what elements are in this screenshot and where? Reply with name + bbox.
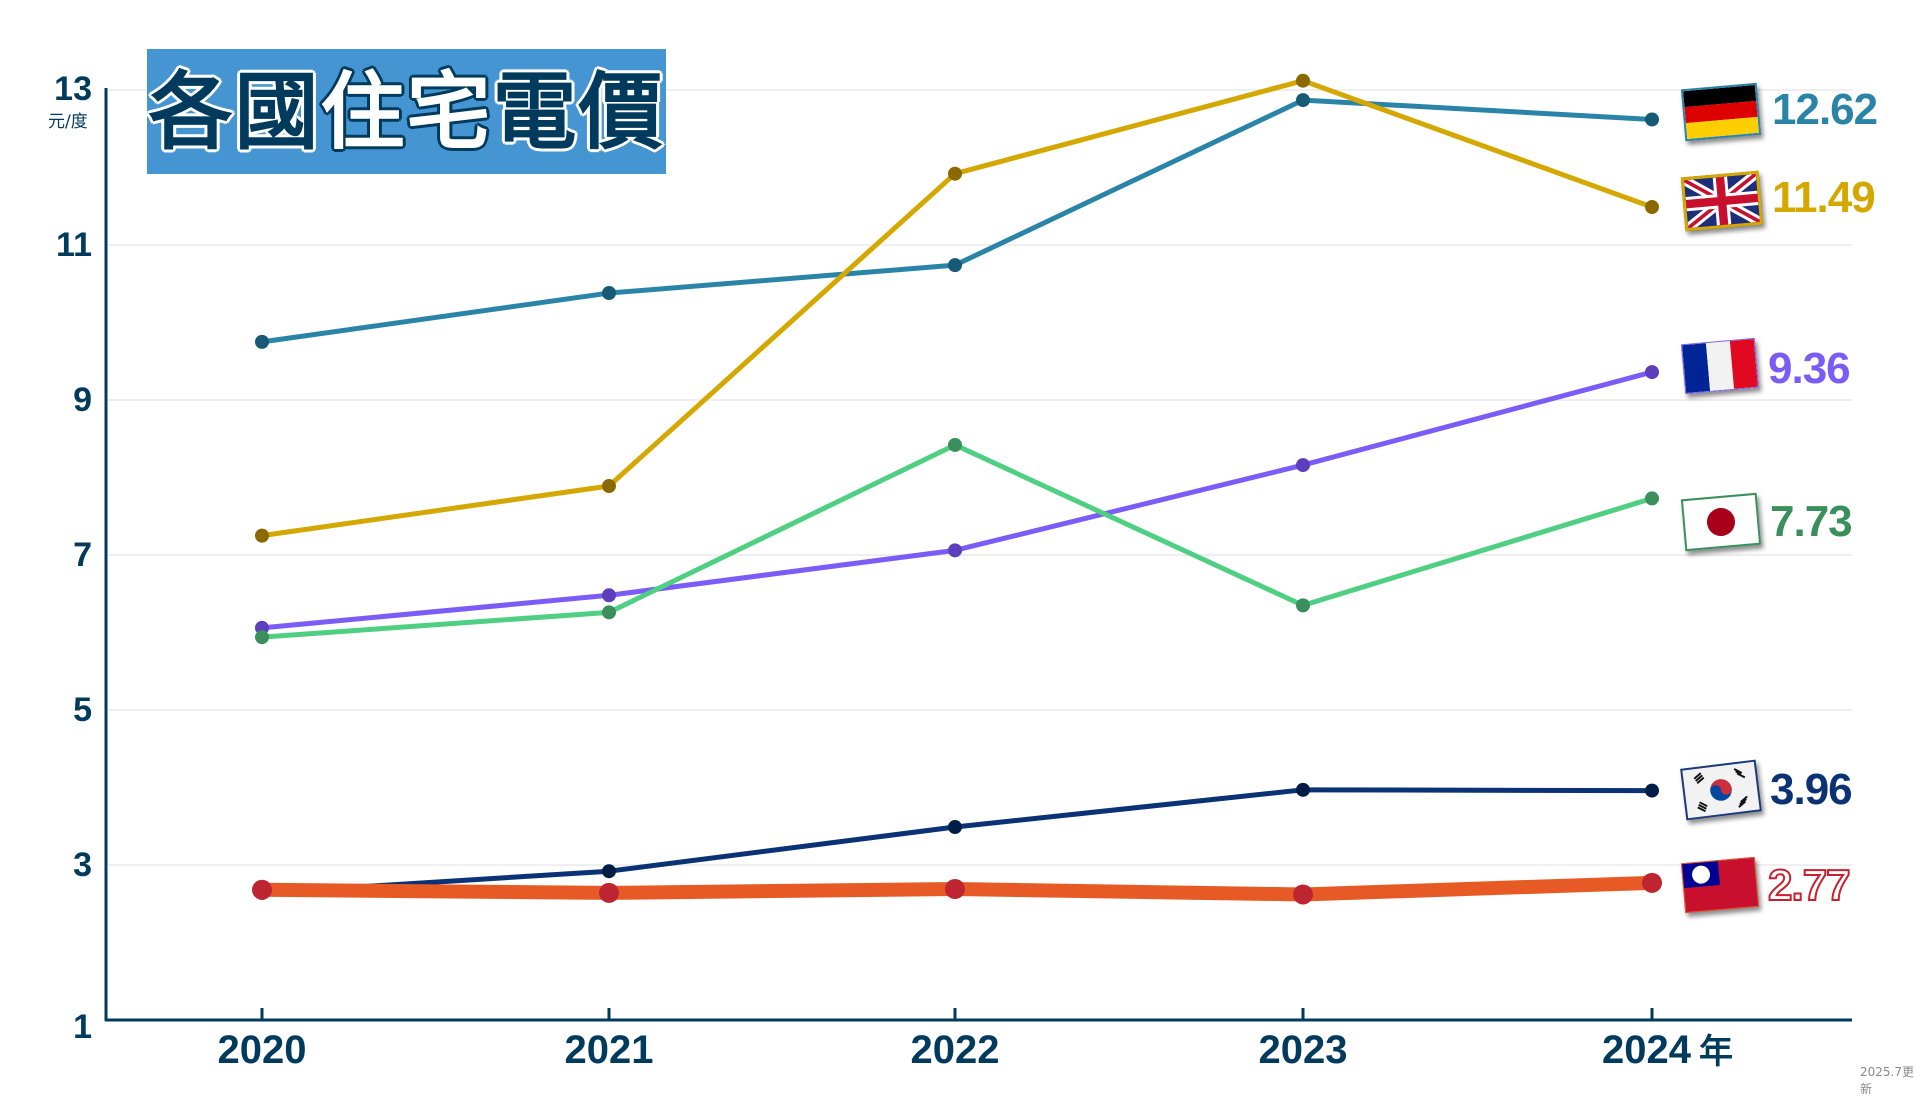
germany-point-2020: [255, 334, 269, 349]
south-korea-point-2024: [1645, 783, 1659, 798]
uk-point-2021: [602, 479, 616, 494]
y-tick-3: 3: [73, 846, 92, 884]
south-korea-line: [259, 787, 1655, 896]
france-line: [259, 369, 1655, 631]
japan-value-label: 7.73: [1770, 497, 1853, 546]
uk-point-2024: [1645, 200, 1659, 215]
x-tick-2023: 2023: [1258, 1028, 1348, 1072]
x-tick-2024-year: 2024: [1602, 1028, 1691, 1072]
series-lines: [252, 73, 1662, 905]
uk-value-label: 11.49: [1772, 173, 1876, 222]
germany-point-2023: [1296, 93, 1310, 108]
taiwan-flag-icon: [1680, 856, 1760, 914]
japan-point-2022: [948, 437, 962, 452]
taiwan-point-2022: [945, 879, 965, 900]
south-korea-point-2022: [948, 820, 962, 835]
gridlines: [108, 89, 1852, 866]
uk-point-2022: [948, 166, 962, 181]
korea-value-label: 3.96: [1770, 765, 1853, 814]
y-tick-11: 11: [56, 226, 92, 264]
x-axis-unit: 年: [1698, 1032, 1733, 1072]
germany-flag-icon: [1680, 82, 1762, 142]
france-point-2021: [602, 588, 616, 603]
taiwan-point-2024: [1642, 872, 1662, 893]
japan-point-2024: [1645, 491, 1659, 506]
y-tick-9: 9: [73, 381, 92, 419]
germany-point-2022: [948, 258, 962, 273]
japan-flag-icon: [1680, 492, 1762, 552]
chart-title-banner: 各國 住宅 電價: [147, 49, 666, 174]
uk-point-2023: [1296, 73, 1310, 88]
france-point-2024: [1645, 365, 1659, 380]
x-tick-2020: 2020: [217, 1028, 307, 1072]
france-value-label: 9.36: [1768, 344, 1851, 393]
south-korea-point-2023: [1296, 782, 1310, 797]
uk-flag-icon: [1680, 170, 1764, 232]
germany-value-label: 12.62: [1772, 85, 1878, 134]
south-korea-point-2021: [602, 864, 616, 879]
x-tick-2021: 2021: [564, 1028, 654, 1072]
france-point-2022: [948, 543, 962, 558]
title-part-3: 電價: [492, 62, 665, 161]
taiwan-point-2020: [252, 879, 272, 900]
taiwan-value-label: 2.77: [1767, 861, 1852, 910]
japan-point-2023: [1296, 598, 1310, 613]
korea-flag-icon: [1680, 759, 1762, 821]
x-tick-2022: 2022: [910, 1028, 1000, 1072]
y-tick-7: 7: [73, 536, 92, 574]
germany-point-2024: [1645, 112, 1659, 127]
uk-point-2020: [255, 528, 269, 543]
y-axis-unit: 元/度: [48, 112, 88, 132]
x-tick-2024: 2024 年: [1602, 1030, 1733, 1070]
title-part-1: 各國: [148, 62, 321, 161]
germany-point-2021: [602, 286, 616, 301]
taiwan-point-2021: [599, 882, 619, 903]
france-flag-icon: [1680, 337, 1760, 395]
y-tick-5: 5: [73, 691, 92, 729]
japan-point-2021: [602, 605, 616, 620]
update-footnote: 2025.7更新: [1860, 1065, 1914, 1096]
france-point-2023: [1296, 458, 1310, 473]
japan-point-2020: [255, 630, 269, 645]
axes: [104, 88, 1852, 1022]
y-tick-13: 13: [54, 70, 92, 108]
taiwan-point-2023: [1293, 884, 1313, 905]
y-tick-1: 1: [73, 1008, 92, 1046]
title-part-2: 住宅: [320, 62, 493, 161]
